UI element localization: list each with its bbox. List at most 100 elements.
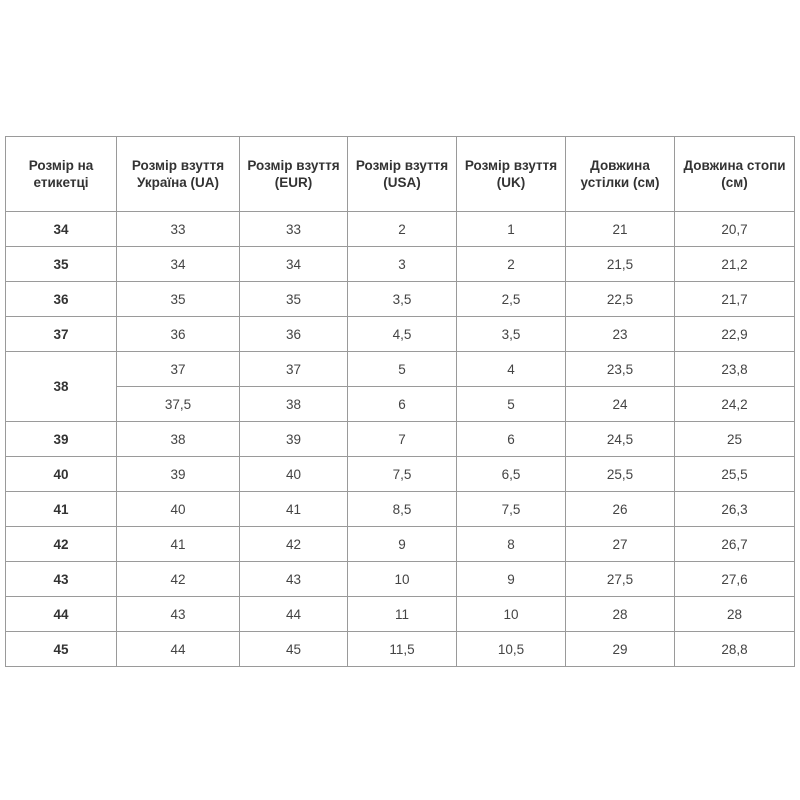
table-cell: 7,5: [456, 491, 566, 527]
table-cell: 25: [674, 421, 795, 457]
table-cell: 28: [565, 596, 675, 632]
table-cell: 37,5: [116, 386, 240, 422]
table-cell: 6: [456, 421, 566, 457]
table-cell: 34: [116, 246, 240, 282]
table-cell: 3,5: [347, 281, 457, 317]
table-cell: 44: [239, 596, 348, 632]
table-cell: 3: [347, 246, 457, 282]
column-header: Розмір взуття (UK): [456, 136, 566, 212]
table-cell: 10,5: [456, 631, 566, 667]
table-cell: 26,7: [674, 526, 795, 562]
size-label-cell: 39: [5, 421, 117, 457]
table-cell: 24,2: [674, 386, 795, 422]
table-row: 44 43 44 11 10 28 28: [5, 596, 795, 632]
header-row: Розмір на етикетці Розмір взуття Україна …: [5, 136, 795, 212]
table-cell: 27: [565, 526, 675, 562]
table-row: 34 33 33 2 1 21 20,7: [5, 211, 795, 247]
table-cell: 35: [116, 281, 240, 317]
table-cell: 25,5: [674, 456, 795, 492]
size-label-cell: 42: [5, 526, 117, 562]
table-cell: 7: [347, 421, 457, 457]
table-cell: 24: [565, 386, 675, 422]
table-cell: 27,6: [674, 561, 795, 597]
table-cell: 21,7: [674, 281, 795, 317]
size-label-cell: 34: [5, 211, 117, 247]
table-cell: 38: [116, 421, 240, 457]
table-cell: 7,5: [347, 456, 457, 492]
table-cell: 23,5: [565, 351, 675, 387]
table-row: 38 37 37 5 4 23,5 23,8: [5, 351, 795, 422]
size-label-cell: 41: [5, 491, 117, 527]
table-cell: 22,9: [674, 316, 795, 352]
table-cell: 36: [116, 316, 240, 352]
table-cell: 27,5: [565, 561, 675, 597]
table-cell: 34: [239, 246, 348, 282]
table-cell: 28,8: [674, 631, 795, 667]
table-row: 43 42 43 10 9 27,5 27,6: [5, 561, 795, 597]
table-cell: 2: [456, 246, 566, 282]
table-cell: 4,5: [347, 316, 457, 352]
column-header: Довжина устілки (см): [565, 136, 675, 212]
column-header: Довжина стопи (см): [674, 136, 795, 212]
table-cell: 8: [456, 526, 566, 562]
table-cell: 39: [116, 456, 240, 492]
table-cell: 41: [116, 526, 240, 562]
table-row: 45 44 45 11,5 10,5 29 28,8: [5, 631, 795, 667]
table-cell: 38: [239, 386, 348, 422]
column-header: Розмір взуття (USA): [347, 136, 457, 212]
table-cell: 40: [116, 491, 240, 527]
column-header: Розмір взуття (EUR): [239, 136, 348, 212]
table-row: 35 34 34 3 2 21,5 21,2: [5, 246, 795, 282]
table-cell: 33: [239, 211, 348, 247]
table-cell: 40: [239, 456, 348, 492]
table-header: Розмір на етикетці Розмір взуття Україна …: [5, 136, 795, 212]
table-cell: 23: [565, 316, 675, 352]
table-row: 42 41 42 9 8 27 26,7: [5, 526, 795, 562]
table-cell: 43: [116, 596, 240, 632]
table-row: 36 35 35 3,5 2,5 22,5 21,7: [5, 281, 795, 317]
size-chart-table: Розмір на етикетці Розмір взуття Україна …: [5, 136, 795, 667]
table-cell: 26: [565, 491, 675, 527]
size-label-cell: 44: [5, 596, 117, 632]
table-cell: 33: [116, 211, 240, 247]
table-cell: 6,5: [456, 456, 566, 492]
table-cell: 21: [565, 211, 675, 247]
table-cell: 3,5: [456, 316, 566, 352]
table-cell: 36: [239, 316, 348, 352]
table-cell: 23,8: [674, 351, 795, 387]
table-cell: 42: [116, 561, 240, 597]
table-cell: 26,3: [674, 491, 795, 527]
table-cell: 9: [456, 561, 566, 597]
table-body: 34 33 33 2 1 21 20,7 35 34 34 3 2 21,5 21,2 36 35 35 3,5 2…: [5, 211, 795, 667]
table-cell: 10: [456, 596, 566, 632]
table-cell: 11: [347, 596, 457, 632]
table-cell: 44: [116, 631, 240, 667]
size-label-cell: 40: [5, 456, 117, 492]
table-cell: 35: [239, 281, 348, 317]
table-cell: 20,7: [674, 211, 795, 247]
table-cell: 10: [347, 561, 457, 597]
table-cell: 4: [456, 351, 566, 387]
table-cell: 9: [347, 526, 457, 562]
table-cell: 37: [239, 351, 348, 387]
table-cell: 24,5: [565, 421, 675, 457]
table-row: 37,5 38 6 5 24 24,2: [6, 386, 795, 422]
size-label-cell: 36: [5, 281, 117, 317]
size-label-cell: 45: [5, 631, 117, 667]
column-header: Розмір взуття Україна (UA): [116, 136, 240, 212]
table-cell: 29: [565, 631, 675, 667]
table-cell: 5: [347, 351, 457, 387]
size-label-cell: 37: [5, 316, 117, 352]
table-cell: 41: [239, 491, 348, 527]
table-cell: 5: [456, 386, 566, 422]
table-cell: 2: [347, 211, 457, 247]
table-cell: 28: [674, 596, 795, 632]
table-cell: 39: [239, 421, 348, 457]
table-cell: 43: [239, 561, 348, 597]
table-cell: 6: [347, 386, 457, 422]
table-cell: 21,2: [674, 246, 795, 282]
table-cell: 11,5: [347, 631, 457, 667]
table-row: 40 39 40 7,5 6,5 25,5 25,5: [5, 456, 795, 492]
table-cell: 8,5: [347, 491, 457, 527]
table-row: 39 38 39 7 6 24,5 25: [5, 421, 795, 457]
